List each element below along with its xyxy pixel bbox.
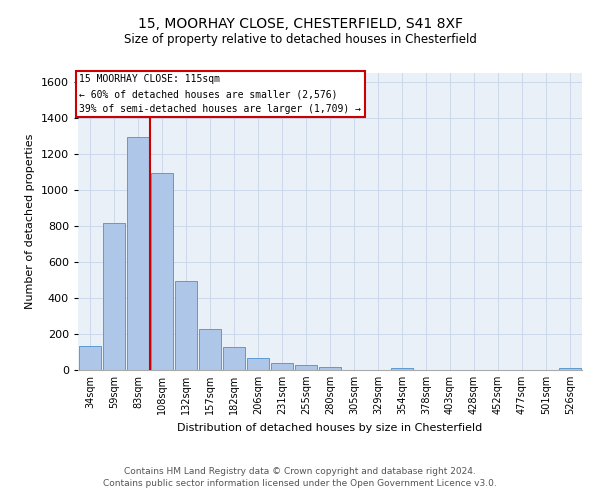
Text: Size of property relative to detached houses in Chesterfield: Size of property relative to detached ho… — [124, 32, 476, 46]
Text: Contains public sector information licensed under the Open Government Licence v3: Contains public sector information licen… — [103, 478, 497, 488]
Text: 15, MOORHAY CLOSE, CHESTERFIELD, S41 8XF: 15, MOORHAY CLOSE, CHESTERFIELD, S41 8XF — [137, 18, 463, 32]
Bar — [391, 368, 413, 370]
Bar — [199, 328, 221, 370]
Bar — [559, 368, 581, 370]
Text: 15 MOORHAY CLOSE: 115sqm
← 60% of detached houses are smaller (2,576)
39% of sem: 15 MOORHAY CLOSE: 115sqm ← 60% of detach… — [79, 74, 361, 114]
Bar — [127, 136, 149, 370]
Bar — [295, 365, 317, 370]
Text: Contains HM Land Registry data © Crown copyright and database right 2024.: Contains HM Land Registry data © Crown c… — [124, 467, 476, 476]
Bar — [247, 358, 269, 370]
X-axis label: Distribution of detached houses by size in Chesterfield: Distribution of detached houses by size … — [178, 422, 482, 432]
Y-axis label: Number of detached properties: Number of detached properties — [25, 134, 35, 309]
Bar — [319, 368, 341, 370]
Bar — [103, 223, 125, 370]
Bar — [223, 346, 245, 370]
Bar — [79, 346, 101, 370]
Bar — [175, 281, 197, 370]
Bar — [151, 174, 173, 370]
Bar — [271, 363, 293, 370]
